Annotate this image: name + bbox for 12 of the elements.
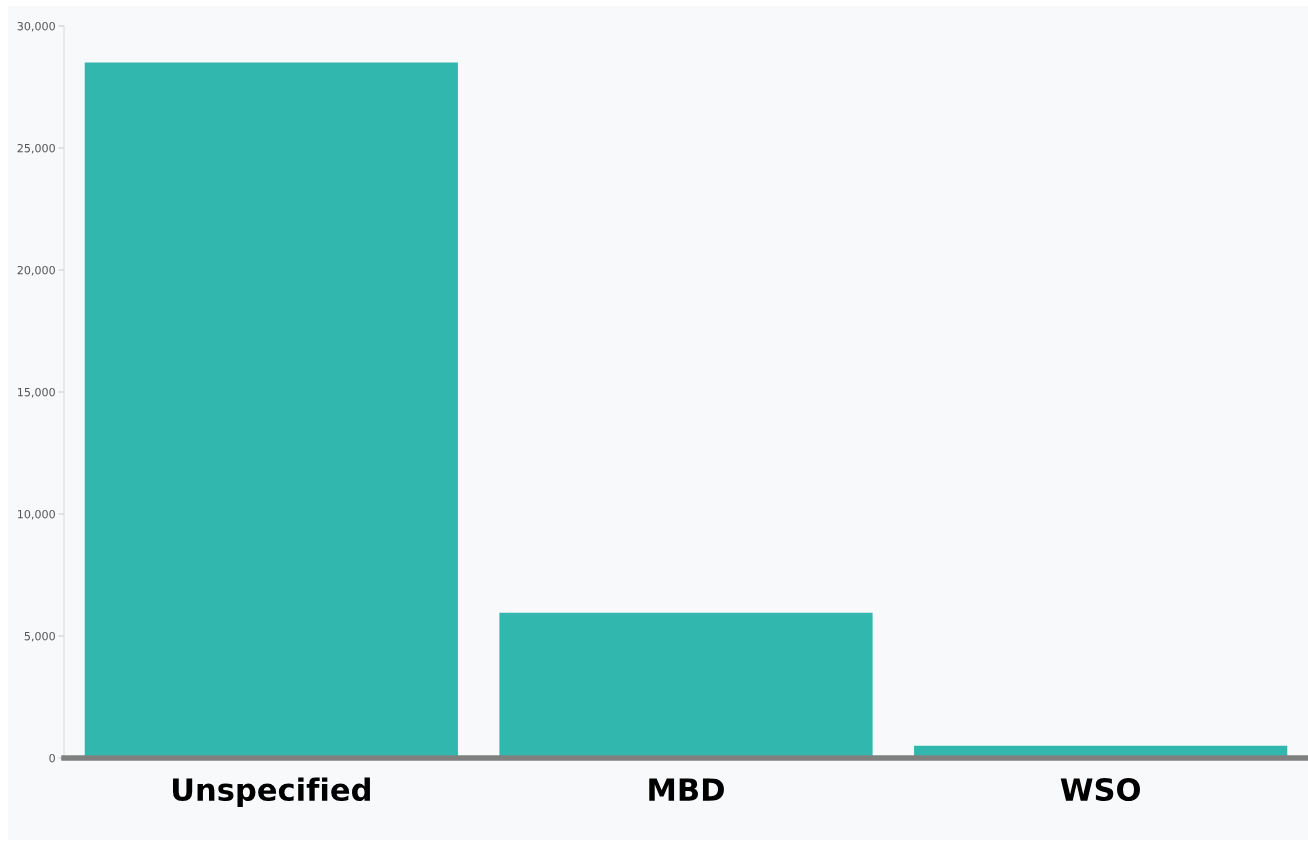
y-tick-label: 25,000 [17, 143, 55, 154]
y-tick-label: 20,000 [17, 265, 55, 276]
bar [499, 612, 873, 758]
y-tick-label: 10,000 [18, 509, 55, 520]
y-tick-label: 30,000 [17, 21, 55, 32]
x-tick-label: WSO [1060, 777, 1140, 802]
y-tick-label: 15,000 [18, 387, 55, 398]
y-tick-label: 0 [49, 753, 55, 763]
x-tick-label: MBD [649, 778, 724, 801]
bar [84, 62, 458, 758]
y-tick-label: 5,000 [24, 631, 55, 642]
x-tick-label: Unspecified [172, 777, 370, 808]
